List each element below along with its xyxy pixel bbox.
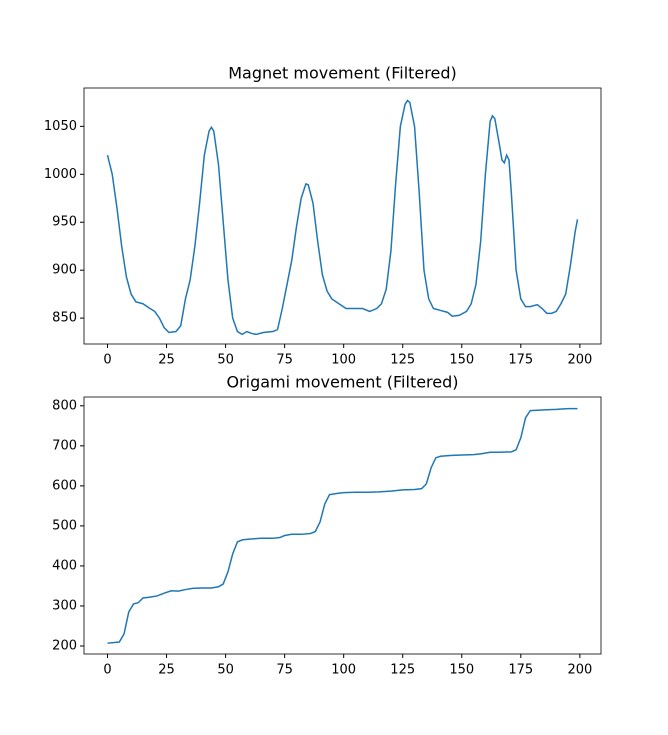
axes-frame	[83, 87, 602, 345]
y-tick-label: 300	[52, 598, 77, 613]
chart-title: Magnet movement (Filtered)	[228, 64, 456, 83]
x-tick-label: 100	[331, 353, 356, 368]
y-tick-label: 900	[52, 263, 77, 278]
x-tick-label: 75	[276, 663, 293, 678]
data-line	[106, 99, 579, 336]
x-tick-label: 200	[567, 353, 592, 368]
data-line	[107, 407, 578, 644]
y-tick-label: 950	[52, 215, 77, 230]
x-tick-label: 50	[217, 663, 234, 678]
x-tick-label: 25	[158, 353, 175, 368]
y-tick-label: 600	[52, 478, 77, 493]
axes-frame	[83, 396, 602, 655]
y-tick-label: 850	[52, 311, 77, 326]
x-tick-label: 175	[508, 353, 533, 368]
x-tick-label: 50	[217, 353, 234, 368]
x-tick-label: 125	[390, 353, 415, 368]
y-tick-label: 700	[52, 438, 77, 453]
chart-title: Origami movement (Filtered)	[226, 373, 458, 392]
x-tick-label: 0	[103, 663, 111, 678]
x-tick-label: 0	[103, 353, 111, 368]
y-tick-label: 1000	[44, 167, 77, 182]
x-tick-label: 150	[449, 353, 474, 368]
x-tick-label: 75	[276, 353, 293, 368]
x-tick-label: 175	[508, 663, 533, 678]
y-tick-label: 1050	[44, 119, 77, 134]
y-tick-label: 200	[52, 638, 77, 653]
x-tick-label: 150	[449, 663, 474, 678]
x-tick-label: 200	[567, 663, 592, 678]
x-tick-label: 25	[158, 663, 175, 678]
y-tick-label: 400	[52, 558, 77, 573]
x-tick-label: 100	[331, 663, 356, 678]
y-tick-label: 800	[52, 398, 77, 413]
x-tick-label: 125	[390, 663, 415, 678]
y-tick-label: 500	[52, 518, 77, 533]
